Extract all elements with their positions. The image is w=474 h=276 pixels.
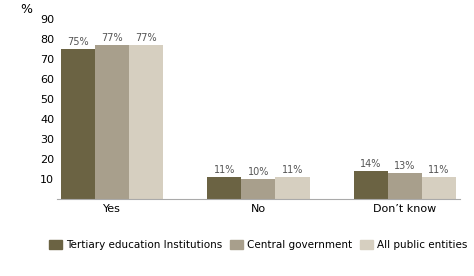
Text: 10%: 10% <box>247 167 269 177</box>
Text: %: % <box>21 3 33 16</box>
Text: 75%: 75% <box>67 37 89 47</box>
Bar <box>422 177 456 199</box>
Legend: Tertiary education Institutions, Central government, All public entities: Tertiary education Institutions, Central… <box>45 236 472 254</box>
Bar <box>207 177 241 199</box>
Text: 77%: 77% <box>135 33 157 43</box>
Bar <box>388 173 422 199</box>
Text: 11%: 11% <box>428 165 450 175</box>
Bar <box>129 45 163 199</box>
Bar <box>61 49 95 199</box>
Text: 14%: 14% <box>360 159 382 169</box>
Text: 11%: 11% <box>213 165 235 175</box>
Text: 77%: 77% <box>101 33 123 43</box>
Bar <box>275 177 310 199</box>
Bar <box>95 45 129 199</box>
Text: 11%: 11% <box>282 165 303 175</box>
Text: 13%: 13% <box>394 161 416 171</box>
Bar <box>354 171 388 199</box>
Bar <box>241 179 275 199</box>
